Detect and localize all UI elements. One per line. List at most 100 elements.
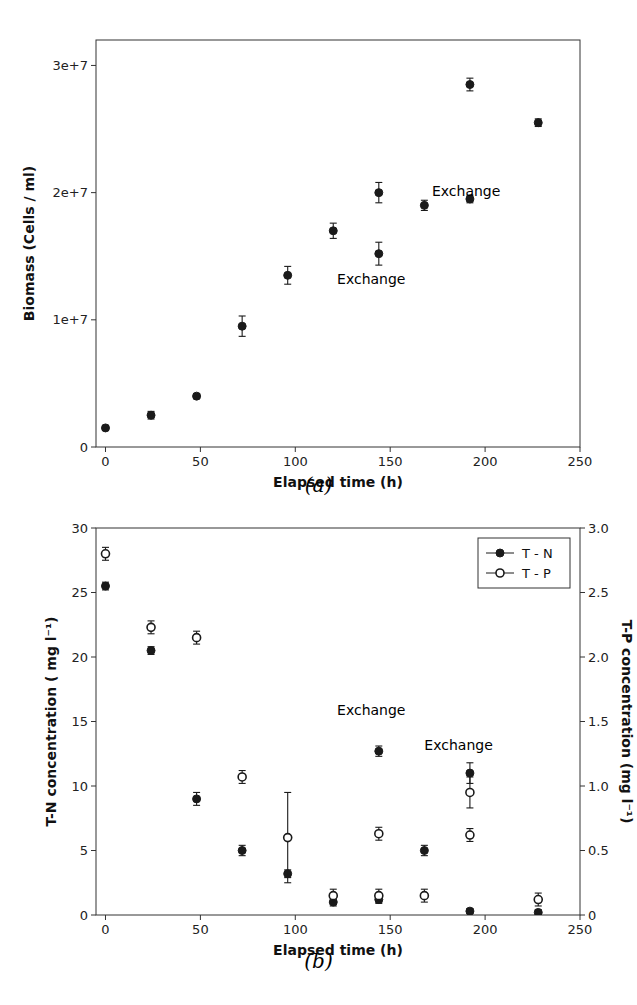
x-tick-label: 0	[101, 454, 109, 469]
point	[420, 201, 428, 209]
y-tick-label: 25	[71, 585, 88, 600]
error-bar-cap	[284, 792, 291, 793]
error-bar	[239, 845, 246, 855]
error-bar-cap	[466, 807, 473, 808]
error-bar-cap	[375, 902, 382, 903]
x-tick	[580, 447, 581, 452]
x-tick-label: 50	[192, 454, 209, 469]
error-bar	[535, 893, 542, 906]
point	[193, 795, 201, 803]
y-tick-label: 3e+7	[53, 58, 88, 73]
point	[420, 892, 428, 900]
point	[534, 908, 542, 915]
y-tick	[91, 447, 96, 448]
error-bar	[193, 792, 200, 805]
point	[101, 550, 109, 558]
series	[101, 582, 542, 915]
y-tick	[91, 657, 96, 658]
point	[238, 773, 246, 781]
point	[329, 892, 337, 900]
error-bar	[535, 119, 542, 127]
y2-tick-label: 1.0	[588, 779, 609, 794]
point	[466, 81, 474, 89]
error-bar-cap	[239, 336, 246, 337]
point	[375, 189, 383, 197]
series	[101, 78, 542, 432]
y2-tick-label: 2.0	[588, 650, 609, 665]
x-axis-label: Elapsed time (h)	[273, 474, 403, 490]
annotation: Exchange	[337, 702, 405, 718]
point	[101, 424, 109, 432]
x-tick-label: 150	[378, 922, 403, 937]
panel: 05010015020025005101520253000.51.01.52.0…	[43, 521, 635, 974]
x-tick-label: 200	[473, 454, 498, 469]
error-bar	[330, 223, 337, 238]
y2-tick	[580, 721, 585, 722]
error-bar-cap	[421, 200, 428, 201]
x-tick	[105, 447, 106, 452]
y2-tick	[580, 850, 585, 851]
y-tick	[91, 319, 96, 320]
error-bar-cap	[535, 905, 542, 906]
x-tick	[485, 447, 486, 452]
y2-axis-label: T-P concentration (mg l⁻¹)	[619, 620, 635, 824]
plot-frame	[96, 40, 580, 447]
legend-label: T - P	[521, 566, 551, 581]
x-tick	[390, 915, 391, 920]
error-bar-cap	[193, 792, 200, 793]
error-bar-cap	[239, 770, 246, 771]
error-bar-cap	[466, 841, 473, 842]
point	[284, 834, 292, 842]
point	[466, 907, 474, 915]
error-bar	[148, 411, 155, 419]
y2-tick-label: 2.5	[588, 585, 609, 600]
error-bar-cap	[284, 284, 291, 285]
error-bar-cap	[421, 889, 428, 890]
y2-tick	[580, 528, 585, 529]
legend-label: T - N	[521, 546, 553, 561]
error-bar-cap	[330, 902, 337, 903]
x-tick-label: 100	[283, 454, 308, 469]
error-bar-cap	[330, 238, 337, 239]
y-tick-label: 5	[80, 843, 88, 858]
y2-tick	[580, 592, 585, 593]
x-tick	[200, 915, 201, 920]
point	[466, 769, 474, 777]
error-bar-cap	[466, 78, 473, 79]
error-bar-cap	[239, 845, 246, 846]
point	[329, 227, 337, 235]
error-bar-cap	[466, 90, 473, 91]
error-bar-cap	[193, 805, 200, 806]
error-bar-cap	[375, 265, 382, 266]
error-bar-cap	[375, 827, 382, 828]
error-bar-cap	[375, 202, 382, 203]
x-tick	[200, 447, 201, 452]
panel-title: (b)	[304, 949, 332, 973]
point	[466, 788, 474, 796]
error-bar-cap	[102, 547, 109, 548]
x-tick-label: 250	[568, 454, 593, 469]
x-tick	[295, 447, 296, 452]
x-tick	[105, 915, 106, 920]
x-tick-label: 100	[283, 922, 308, 937]
x-tick	[485, 915, 486, 920]
chart-root: 05010015020025001e+72e+73e+7Elapsed time…	[0, 0, 637, 1005]
panel: 05010015020025001e+72e+73e+7Elapsed time…	[21, 40, 592, 497]
error-bar	[330, 889, 337, 902]
point	[534, 896, 542, 904]
error-bar-cap	[193, 644, 200, 645]
error-bar-cap	[330, 223, 337, 224]
error-bar-cap	[239, 783, 246, 784]
x-tick-label: 200	[473, 922, 498, 937]
annotation: Exchange	[424, 737, 492, 753]
y-tick-label: 2e+7	[53, 185, 88, 200]
error-bar	[466, 78, 473, 91]
plot-frame	[96, 528, 580, 915]
y-tick	[91, 786, 96, 787]
error-bar	[375, 242, 382, 265]
error-bar-cap	[148, 620, 155, 621]
error-bar	[421, 200, 428, 210]
y-tick	[91, 721, 96, 722]
error-bar-cap	[284, 882, 291, 883]
point	[375, 250, 383, 258]
